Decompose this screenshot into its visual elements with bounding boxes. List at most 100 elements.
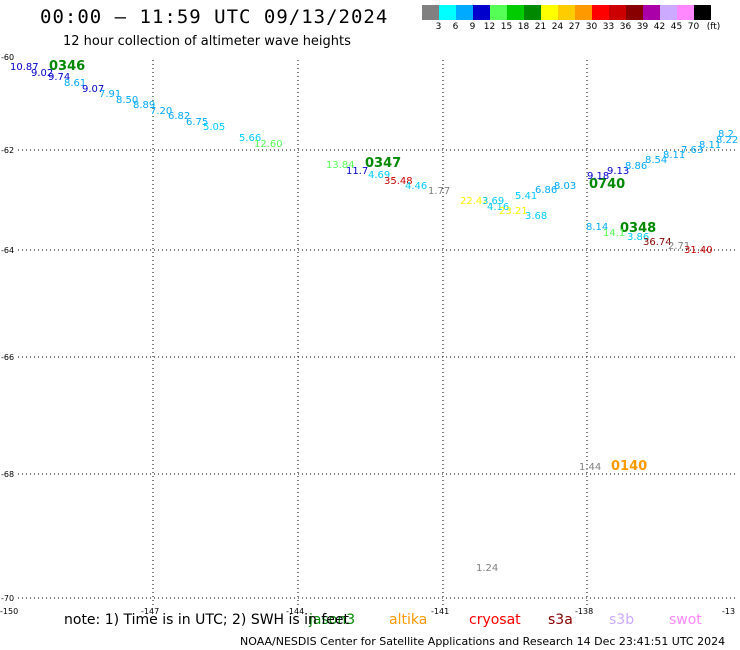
legend-label: 70 bbox=[687, 22, 700, 32]
legend-swatch bbox=[626, 5, 643, 20]
lat-tick-label: -60 bbox=[1, 53, 14, 62]
legend-swatch bbox=[575, 5, 592, 20]
wave-height-label: 8.2 bbox=[718, 129, 734, 140]
lat-tick-label: -62 bbox=[1, 146, 14, 155]
legend-swatch bbox=[524, 5, 541, 20]
satellite-name: altika bbox=[389, 612, 428, 628]
wave-height-label: 5.05 bbox=[203, 122, 225, 133]
legend-swatch bbox=[694, 5, 711, 20]
legend-swatch bbox=[558, 5, 575, 20]
legend-label: 9 bbox=[469, 22, 476, 32]
wave-height-label: 7.20 bbox=[150, 106, 172, 117]
legend-label: 18 bbox=[517, 22, 530, 32]
satellite-name: cryosat bbox=[469, 612, 521, 628]
map-title: 00:00 – 11:59 UTC 09/13/2024 bbox=[40, 6, 389, 28]
lon-tick-label: -147 bbox=[141, 607, 159, 616]
legend-swatch bbox=[592, 5, 609, 20]
wave-height-label: 6.86 bbox=[535, 185, 557, 196]
satellite-name: jason3 bbox=[309, 612, 356, 628]
legend-swatch bbox=[541, 5, 558, 20]
wave-height-label: 23.21 bbox=[499, 206, 528, 217]
wave-height-label: 12.60 bbox=[254, 139, 283, 150]
wave-height-label: 4.69 bbox=[368, 170, 390, 181]
legend-unit: (ft) bbox=[706, 22, 721, 32]
wave-height-label: 8.86 bbox=[625, 161, 647, 172]
wave-height-label: 1.24 bbox=[476, 563, 498, 574]
wave-height-label: 3.69 bbox=[482, 196, 504, 207]
lat-tick-label: -68 bbox=[1, 470, 14, 479]
wave-height-label: 8.11 bbox=[663, 150, 685, 161]
wave-height-label: 13.84 bbox=[326, 160, 355, 171]
wave-height-label: 14.1 bbox=[603, 228, 625, 239]
legend-swatch bbox=[439, 5, 456, 20]
wave-height-label: 8.54 bbox=[645, 155, 667, 166]
wave-height-label: 9.07 bbox=[82, 84, 104, 95]
wave-height-label: 9.74 bbox=[48, 72, 70, 83]
wave-height-label: 8.22 bbox=[716, 135, 738, 146]
wave-height-label: 7.63 bbox=[681, 145, 703, 156]
wave-height-label: 4.16 bbox=[487, 202, 509, 213]
pass-time-label: 0140 bbox=[611, 459, 647, 474]
wave-height-label: 9.18 bbox=[587, 171, 609, 182]
wave-height-label: 3.86 bbox=[627, 232, 649, 243]
legend-swatch bbox=[643, 5, 660, 20]
lat-tick-label: -66 bbox=[1, 353, 14, 362]
legend-swatch bbox=[507, 5, 524, 20]
legend-label: 42 bbox=[653, 22, 666, 32]
wave-height-label: 7.91 bbox=[99, 89, 121, 100]
pass-time-label: 0740 bbox=[589, 177, 625, 192]
wave-height-label: 5.66 bbox=[239, 133, 261, 144]
grid-lines bbox=[18, 60, 738, 605]
wave-height-label: 8.03 bbox=[554, 181, 576, 192]
legend-label: 45 bbox=[670, 22, 683, 32]
satellite-name: s3a bbox=[548, 612, 573, 628]
lon-tick-label: -13 bbox=[722, 607, 735, 616]
legend-label: 36 bbox=[619, 22, 632, 32]
legend-swatch bbox=[473, 5, 490, 20]
legend-swatch bbox=[660, 5, 677, 20]
legend-label: 6 bbox=[452, 22, 459, 32]
wave-height-label: 5.41 bbox=[515, 191, 537, 202]
legend-label: 33 bbox=[602, 22, 615, 32]
satellite-name: s3b bbox=[609, 612, 635, 628]
wave-height-label: 35.48 bbox=[384, 176, 413, 187]
legend-label: 15 bbox=[500, 22, 513, 32]
legend-label: 39 bbox=[636, 22, 649, 32]
wave-height-label: 22.42 bbox=[460, 196, 489, 207]
satellite-legend: jason3 altika cryosat s3a s3b swot bbox=[0, 612, 740, 630]
lon-tick-label: -138 bbox=[575, 607, 593, 616]
pass-time-label: 0346 bbox=[49, 59, 85, 74]
legend-label: 27 bbox=[568, 22, 581, 32]
map-subtitle: 12 hour collection of altimeter wave hei… bbox=[63, 34, 351, 49]
wave-height-label: 8.50 bbox=[116, 95, 138, 106]
wave-height-label: 9.02 bbox=[31, 68, 53, 79]
legend-label: 30 bbox=[585, 22, 598, 32]
wave-height-label: 1.44 bbox=[579, 462, 601, 473]
wave-height-label: 11.7 bbox=[346, 166, 368, 177]
pass-time-label: 0347 bbox=[365, 156, 401, 171]
lon-tick-label: -144 bbox=[286, 607, 304, 616]
units-note: note: 1) Time is in UTC; 2) SWH is in fe… bbox=[64, 612, 350, 628]
wave-height-label: 36.74 bbox=[643, 237, 672, 248]
legend-swatch bbox=[677, 5, 694, 20]
legend-swatch bbox=[456, 5, 473, 20]
lon-tick-label: -141 bbox=[431, 607, 449, 616]
wave-height-label: 2.71 bbox=[668, 241, 690, 252]
credit-footer: NOAA/NESDIS Center for Satellite Applica… bbox=[240, 635, 726, 648]
legend-label: 12 bbox=[483, 22, 496, 32]
wave-height-label: 9.13 bbox=[607, 166, 629, 177]
wave-height-label: 6.82 bbox=[168, 111, 190, 122]
wave-height-label: 10.87 bbox=[10, 62, 39, 73]
lon-tick-label: -150 bbox=[0, 607, 18, 616]
wave-height-label: 3.68 bbox=[525, 211, 547, 222]
wave-height-label: 1.77 bbox=[428, 186, 450, 197]
legend-label: 21 bbox=[534, 22, 547, 32]
legend-label: 24 bbox=[551, 22, 564, 32]
legend-swatch bbox=[490, 5, 507, 20]
wave-height-label: 4.46 bbox=[405, 181, 427, 192]
legend-swatch bbox=[609, 5, 626, 20]
satellite-name: swot bbox=[669, 612, 702, 628]
wave-height-label: 8.14 bbox=[586, 222, 608, 233]
pass-time-label: 0348 bbox=[620, 221, 656, 236]
